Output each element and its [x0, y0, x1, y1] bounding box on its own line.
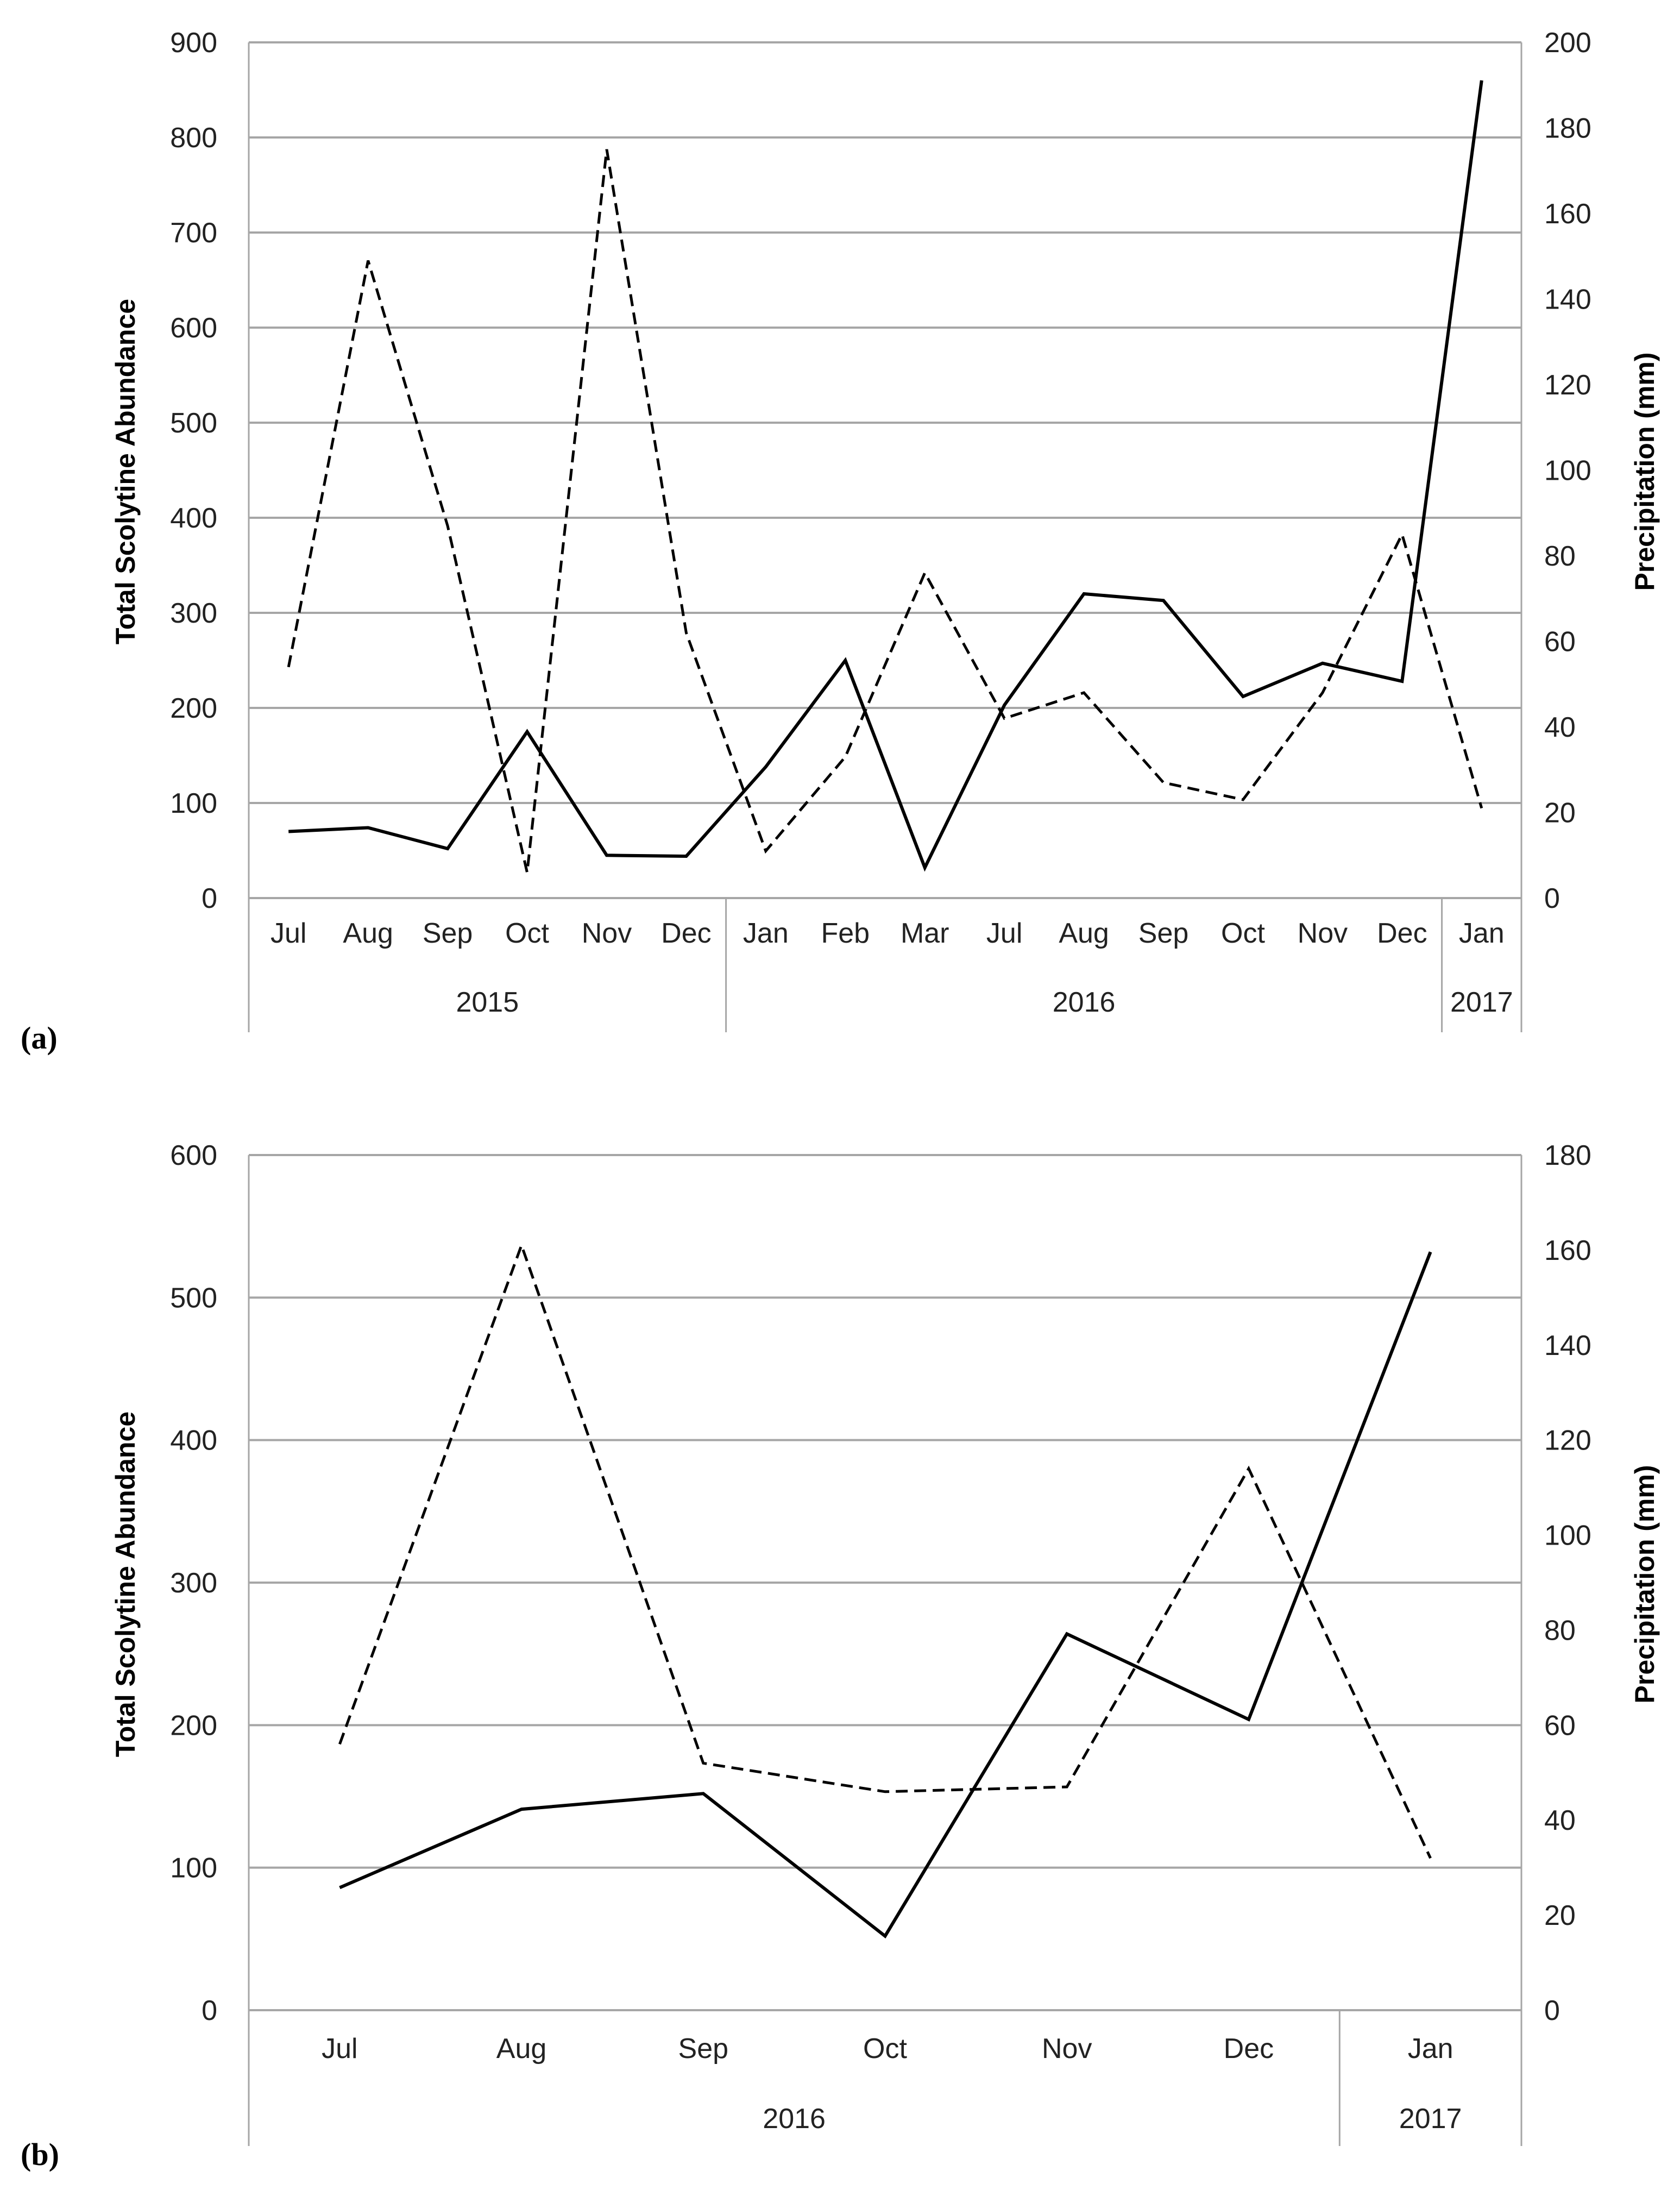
- y2-tick-label: 140: [1544, 1330, 1591, 1361]
- precipitation-series-line: [287, 149, 1483, 873]
- y2-tick-label: 160: [1544, 198, 1591, 230]
- x-tick-label: Nov: [582, 918, 632, 949]
- y-tick-label: 300: [170, 598, 217, 629]
- y2-tick-label: 120: [1544, 369, 1591, 401]
- y2-axis-title: Precipitation (mm): [1629, 1465, 1660, 1704]
- y2-tick-label: 60: [1544, 626, 1576, 658]
- y-tick-label: 700: [170, 217, 217, 249]
- x-tick-label: Jan: [743, 918, 789, 949]
- y-tick-label: 900: [170, 27, 217, 59]
- y2-tick-label: 80: [1544, 1615, 1576, 1646]
- x-tick-label: Jul: [986, 918, 1022, 949]
- x-tick-label: Oct: [505, 918, 549, 949]
- y-tick-label: 0: [202, 1995, 217, 2026]
- x-tick-label: Oct: [863, 2033, 907, 2065]
- x-tick-label: Dec: [661, 918, 711, 949]
- y2-tick-label: 100: [1544, 1520, 1591, 1552]
- y2-tick-label: 120: [1544, 1425, 1591, 1457]
- y-tick-label: 400: [170, 503, 217, 534]
- x-tick-label: Aug: [1059, 918, 1109, 949]
- y-tick-label: 300: [170, 1567, 217, 1599]
- year-group-label: 2017: [1450, 987, 1513, 1018]
- y-tick-label: 200: [170, 1710, 217, 1741]
- y2-tick-label: 40: [1544, 712, 1576, 743]
- x-tick-label: Dec: [1377, 918, 1427, 949]
- x-tick-label: Aug: [496, 2033, 547, 2065]
- y2-tick-label: 140: [1544, 284, 1591, 316]
- x-tick-label: Oct: [1221, 918, 1265, 949]
- y-tick-label: 500: [170, 1282, 217, 1314]
- x-tick-label: Nov: [1298, 918, 1348, 949]
- y2-tick-label: 100: [1544, 455, 1591, 487]
- y-tick-label: 600: [170, 312, 217, 344]
- y2-tick-label: 20: [1544, 798, 1576, 829]
- chart-panel-a: 0 100 200 300 400 500 600 700 800 900 0 20 40 60 80 100…: [21, 27, 1660, 1056]
- y2-tick-label: 20: [1544, 1900, 1576, 1931]
- y2-axis-title: Precipitation (mm): [1629, 353, 1660, 591]
- y-axis-title: Total Scolytine Abundance: [110, 299, 141, 644]
- abundance-series-line: [339, 1251, 1432, 1939]
- year-group-label: 2017: [1399, 2103, 1462, 2135]
- y2-tick-label: 0: [1544, 883, 1560, 914]
- year-group-label: 2016: [1053, 987, 1116, 1018]
- y-tick-label: 100: [170, 1853, 217, 1884]
- precipitation-series-line: [338, 1241, 1432, 1859]
- x-tick-label: Aug: [343, 918, 393, 949]
- abundance-series-line: [288, 80, 1483, 872]
- y2-tick-label: 160: [1544, 1235, 1591, 1266]
- chart-panel-b: 0 100 200 300 400 500 600 0 20 40 60 80 100 120 140 160…: [21, 1140, 1660, 2172]
- y2-tick-label: 180: [1544, 1140, 1591, 1171]
- y-axis-title: Total Scolytine Abundance: [110, 1411, 141, 1757]
- x-tick-label: Jul: [270, 918, 306, 949]
- y-tick-label: 500: [170, 407, 217, 439]
- x-tick-label: Nov: [1042, 2033, 1092, 2065]
- x-tick-label: Sep: [678, 2033, 729, 2065]
- x-tick-label: Jan: [1459, 918, 1505, 949]
- x-tick-label: Sep: [423, 918, 473, 949]
- x-tick-label: Mar: [901, 918, 949, 949]
- x-tick-label: Dec: [1224, 2033, 1274, 2065]
- panel-label: (b): [21, 2137, 59, 2172]
- y2-tick-label: 180: [1544, 113, 1591, 145]
- year-group-label: 2015: [456, 987, 519, 1018]
- x-tick-label: Jan: [1408, 2033, 1454, 2065]
- x-tick-label: Feb: [821, 918, 870, 949]
- y2-tick-label: 80: [1544, 541, 1576, 572]
- y-tick-label: 400: [170, 1425, 217, 1457]
- y-tick-label: 100: [170, 788, 217, 819]
- y-tick-label: 600: [170, 1140, 217, 1171]
- year-group-label: 2016: [763, 2103, 826, 2135]
- y2-tick-label: 200: [1544, 27, 1591, 59]
- y2-tick-label: 0: [1544, 1995, 1560, 2026]
- panel-label: (a): [21, 1020, 58, 1056]
- x-tick-label: Jul: [322, 2033, 357, 2065]
- y2-tick-label: 60: [1544, 1710, 1576, 1741]
- y-tick-label: 800: [170, 122, 217, 154]
- x-tick-label: Sep: [1138, 918, 1189, 949]
- y-tick-label: 200: [170, 693, 217, 724]
- y-tick-label: 0: [202, 883, 217, 914]
- y2-tick-label: 40: [1544, 1805, 1576, 1836]
